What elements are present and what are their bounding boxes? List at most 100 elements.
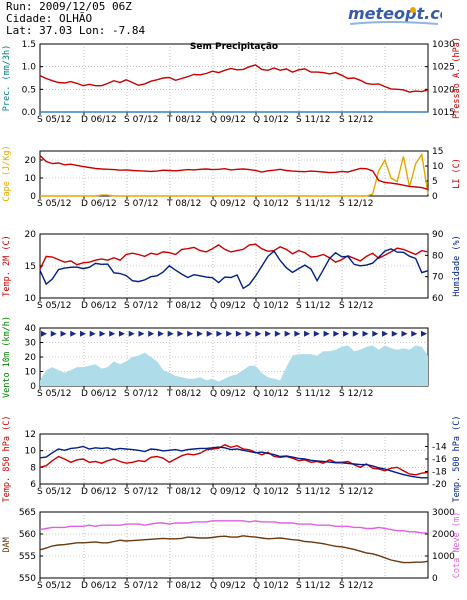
x-tick-label: D 06/12	[81, 581, 117, 591]
right-tick-label: 3000	[432, 508, 455, 518]
x-tick-label: S 07/12	[124, 301, 159, 311]
wind-arrow-icon	[333, 330, 340, 337]
left-tick-label: 0	[30, 382, 36, 392]
left-tick-label: 0	[30, 192, 36, 202]
series-line-right	[39, 520, 428, 534]
x-tick-label: Q 10/12	[253, 301, 289, 311]
wind-arrow-icon	[70, 330, 77, 337]
x-tick-label: S 12/12	[339, 389, 374, 399]
left-tick-label: 555	[19, 552, 36, 562]
x-tick-label: S 05/12	[37, 115, 72, 125]
x-tick-label: Q 10/12	[253, 115, 289, 125]
x-tick-label: S 11/12	[296, 487, 331, 497]
wind-arrow-icon	[60, 330, 67, 337]
series-line-right	[39, 64, 429, 93]
wind-arrow-icon	[313, 330, 320, 337]
wind-arrow-icon	[50, 330, 57, 337]
left-tick-label: 20	[25, 156, 37, 166]
right-tick-label: 1025	[432, 63, 455, 73]
x-tick-label: Q 10/12	[253, 581, 289, 591]
x-tick-label: T 08/12	[166, 581, 201, 591]
right-axis-label: LI (C)	[452, 158, 462, 189]
x-tick-label: S 07/12	[124, 115, 159, 125]
left-tick-label: 40	[25, 324, 37, 334]
wind-arrow-icon	[304, 330, 311, 337]
wind-arrow-icon	[167, 330, 174, 337]
left-tick-label: 6	[30, 480, 36, 490]
panel-frame	[39, 150, 429, 197]
left-tick-label: 0.0	[22, 108, 37, 118]
x-tick-label: D 06/12	[81, 301, 117, 311]
wind-arrow-icon	[177, 330, 184, 337]
right-tick-label: 80	[432, 251, 444, 261]
right-tick-label: 1020	[432, 85, 455, 95]
right-tick-label: 60	[432, 294, 444, 304]
x-tick-label: Q 09/12	[210, 389, 246, 399]
x-tick-label: Q 09/12	[210, 115, 246, 125]
left-axis-label: Temp. 2M (C)	[2, 235, 12, 296]
wind-arrow-icon	[255, 330, 262, 337]
wind-arrow-icon	[382, 330, 389, 337]
panel-frame	[39, 233, 429, 299]
wind-arrow-icon	[352, 330, 359, 337]
wind-arrow-icon	[391, 330, 398, 337]
wind-arrow-icon	[401, 330, 408, 337]
x-tick-label: Q 10/12	[253, 487, 289, 497]
wind-arrow-icon	[362, 330, 369, 337]
wind-arrow-icon	[235, 330, 242, 337]
x-tick-label: S 05/12	[37, 301, 72, 311]
right-axis-label: Pressão A. (hPa)	[452, 37, 462, 119]
x-tick-label: D 06/12	[81, 389, 117, 399]
x-tick-label: S 12/12	[339, 199, 374, 209]
series-line-left	[39, 535, 429, 564]
wind-arrow-icon	[109, 330, 116, 337]
logo-text: meteopt.com	[348, 4, 442, 23]
right-tick-label: 90	[432, 230, 444, 240]
x-tick-label: S 07/12	[124, 581, 159, 591]
wind-arrow-icon	[206, 330, 213, 337]
right-axis-label: Cota Neve (m)	[452, 512, 462, 579]
series-line-left	[39, 444, 429, 476]
wind-arrow-icon	[372, 330, 379, 337]
series-line-right	[39, 248, 429, 290]
x-tick-label: S 07/12	[124, 199, 159, 209]
wind-arrow-icon	[274, 330, 281, 337]
left-tick-label: 20	[25, 353, 37, 363]
right-tick-label: 2000	[432, 530, 455, 540]
x-tick-label: T 08/12	[166, 199, 201, 209]
left-axis-label: Cape (J/Kg)	[2, 145, 12, 201]
wind-arrow-icon	[41, 330, 47, 337]
series-line-right	[39, 445, 428, 479]
wind-arrow-icon	[99, 330, 106, 337]
left-tick-label: 1.0	[22, 63, 37, 73]
x-tick-label: S 05/12	[37, 487, 72, 497]
x-tick-label: Q 09/12	[210, 301, 246, 311]
x-tick-label: S 11/12	[296, 199, 331, 209]
series-line-right	[39, 154, 429, 191]
x-tick-label: D 06/12	[81, 199, 117, 209]
left-tick-label: 10	[25, 368, 37, 378]
x-tick-label: T 08/12	[166, 115, 201, 125]
x-tick-label: S 07/12	[124, 389, 159, 399]
panel-frame	[39, 43, 429, 113]
left-tick-label: 565	[19, 508, 36, 518]
wind-arrow-icon	[265, 330, 272, 337]
right-tick-label: -20	[432, 480, 447, 490]
x-tick-label: S 11/12	[296, 301, 331, 311]
x-tick-label: S 11/12	[296, 581, 331, 591]
wind-arrow-icon	[187, 330, 194, 337]
x-tick-label: S 12/12	[339, 301, 374, 311]
panel-title: Sem Precipitação	[190, 42, 278, 52]
left-tick-label: 10	[25, 447, 37, 457]
x-tick-label: S 07/12	[124, 487, 159, 497]
right-tick-label: 70	[432, 273, 444, 283]
logo-sun-icon	[410, 7, 416, 13]
right-tick-label: -18	[432, 468, 447, 478]
wind-arrow-icon	[284, 330, 291, 337]
right-tick-label: 1000	[432, 552, 455, 562]
x-tick-label: T 08/12	[166, 389, 201, 399]
wind-arrow-icon	[148, 330, 155, 337]
left-axis-label: Prec. (mm/3h)	[2, 45, 12, 112]
coords-label: Lat: 37.03 Lon: -7.84	[6, 24, 146, 37]
